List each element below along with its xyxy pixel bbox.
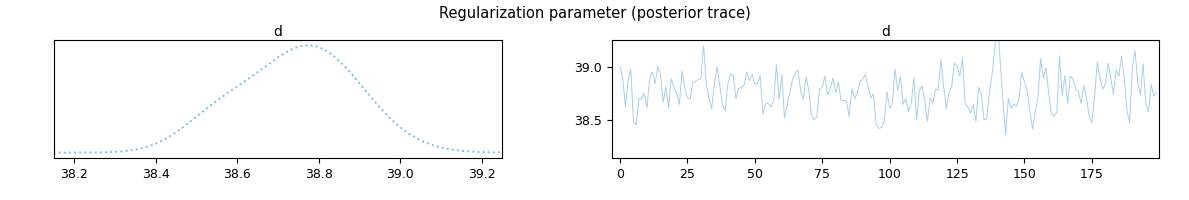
Title: d: d	[273, 25, 282, 39]
Text: Regularization parameter (posterior trace): Regularization parameter (posterior trac…	[439, 6, 750, 21]
Title: d: d	[881, 25, 891, 39]
